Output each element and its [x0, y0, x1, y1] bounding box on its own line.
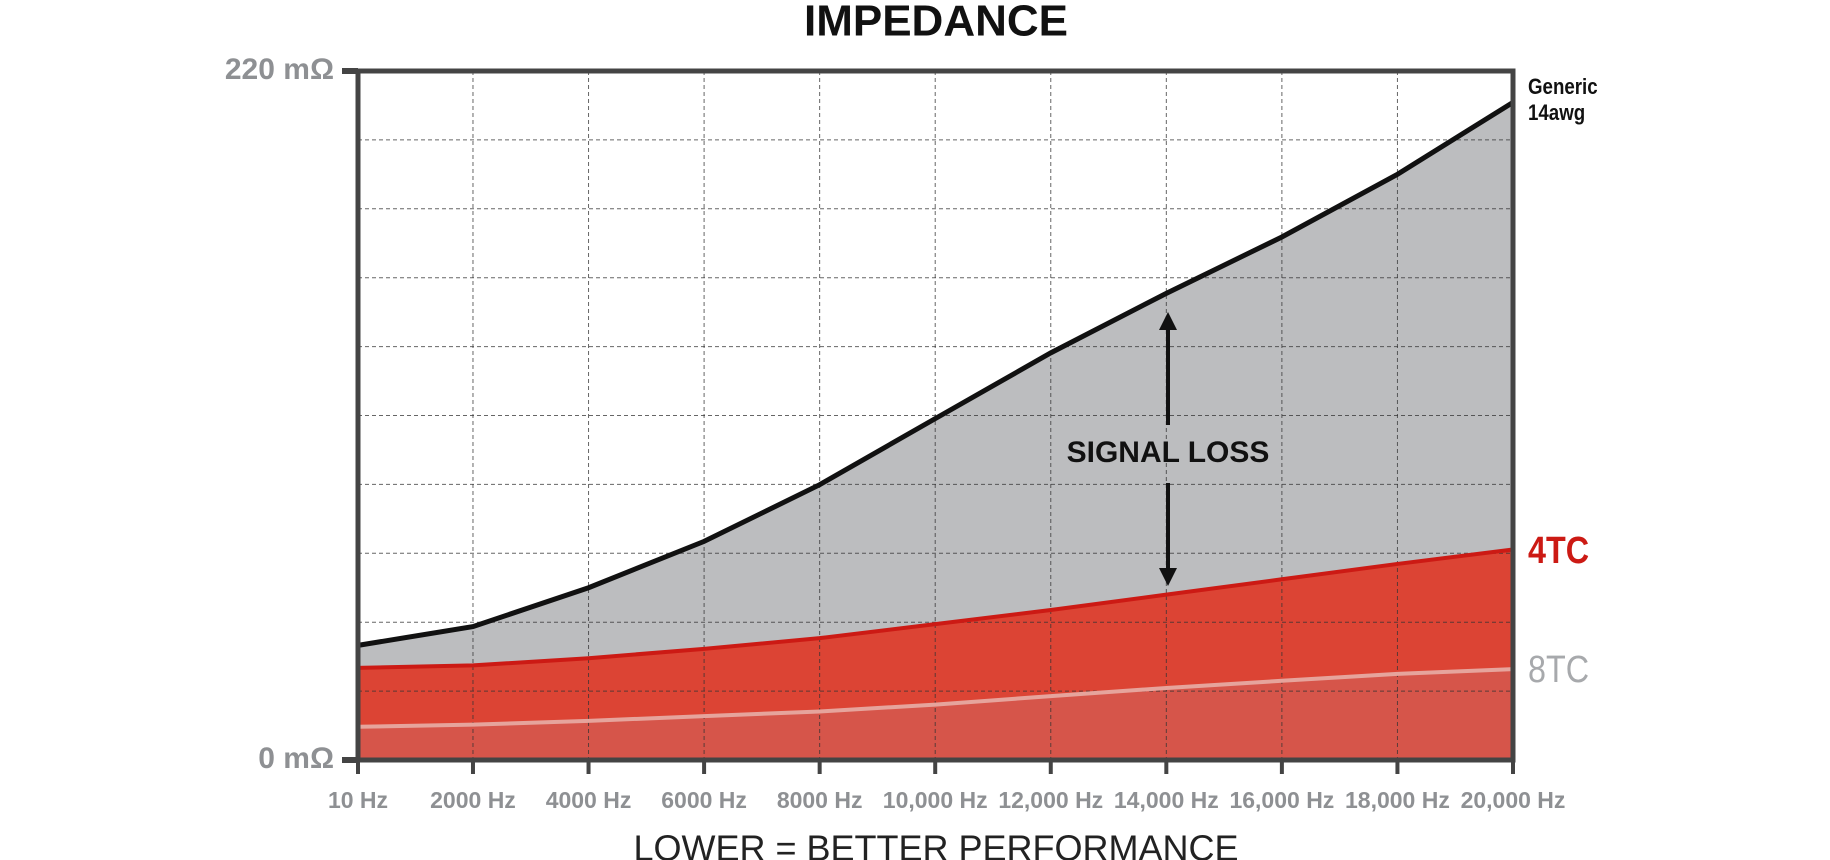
annotation: SIGNAL LOSS	[1067, 436, 1270, 469]
series-label: 8TC	[1528, 649, 1590, 692]
series-line	[357, 547, 1514, 670]
x-tick-label: 10 Hz	[328, 787, 388, 813]
legend-entry: 8TC	[1528, 649, 1590, 692]
x-axis-label: LOWER = BETTER PERFORMANCE	[633, 828, 1238, 860]
legend-entry: Generic 14awg	[1528, 74, 1598, 126]
series-line	[357, 100, 1515, 648]
y-tick-label: 0 mΩ	[258, 742, 334, 775]
chart-title: IMPEDANCE	[804, 0, 1068, 46]
x-tick-label: 2000 Hz	[430, 787, 516, 813]
x-tick-label: 10,000 Hz	[883, 787, 988, 813]
arrow-head	[1159, 568, 1177, 586]
y-tick-label: 220 mΩ	[225, 53, 334, 86]
series-area	[358, 669, 1513, 760]
series-label: 4TC	[1528, 529, 1590, 572]
x-tick-label: 20,000 Hz	[1461, 787, 1566, 813]
x-tick-label: 12,000 Hz	[998, 787, 1103, 813]
arrow-head	[1159, 312, 1177, 330]
series-label: Generic 14awg	[1528, 74, 1598, 126]
x-tick-label: 18,000 Hz	[1345, 787, 1450, 813]
x-tick-label: 4000 Hz	[546, 787, 632, 813]
series-line	[357, 667, 1514, 729]
legend-entry: 4TC	[1528, 529, 1590, 572]
x-tick-label: 14,000 Hz	[1114, 787, 1219, 813]
x-tick-label: 16,000 Hz	[1229, 787, 1334, 813]
x-tick-label: 8000 Hz	[777, 787, 863, 813]
x-tick-label: 6000 Hz	[661, 787, 747, 813]
